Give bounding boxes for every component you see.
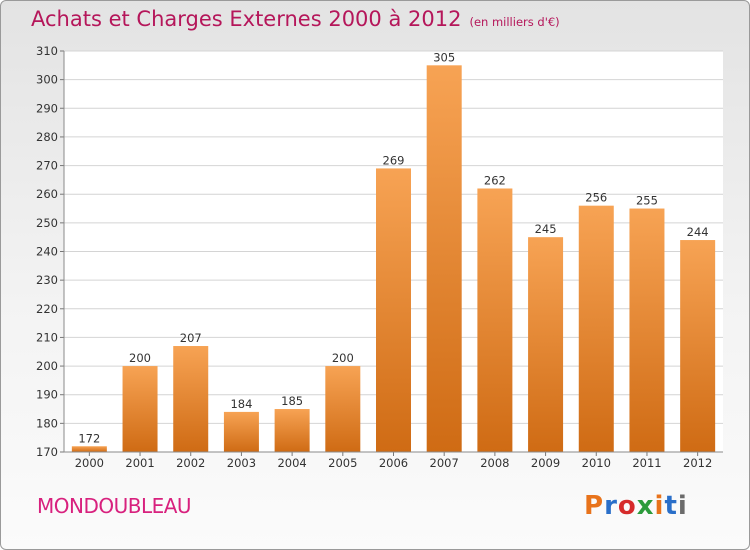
- bar: [71, 446, 107, 452]
- y-tick-label: 170: [36, 445, 58, 459]
- y-tick-label: 300: [36, 73, 58, 87]
- bar: [680, 240, 716, 452]
- x-tick-label: 2001: [125, 456, 154, 470]
- y-tick-label: 310: [36, 44, 58, 58]
- y-tick-label: 190: [36, 388, 58, 402]
- logo-letter: i: [654, 491, 665, 521]
- x-tick-label: 2005: [328, 456, 357, 470]
- x-tick-label: 2000: [75, 456, 104, 470]
- data-label: 305: [433, 50, 455, 64]
- y-tick-label: 260: [36, 187, 58, 201]
- x-tick-label: 2009: [531, 456, 560, 470]
- bar: [223, 411, 259, 452]
- bar: [325, 366, 361, 452]
- logo-letter: r: [604, 491, 618, 521]
- proxiti-logo: Proxiti: [584, 491, 688, 521]
- logo-letter: i: [677, 491, 688, 521]
- data-label: 269: [383, 153, 405, 167]
- logo-letter: P: [584, 491, 605, 521]
- data-label: 200: [332, 351, 354, 365]
- data-label: 245: [535, 222, 557, 236]
- chart-unit: (en milliers d'€): [469, 15, 560, 29]
- x-tick-label: 2008: [480, 456, 509, 470]
- bar: [274, 409, 310, 452]
- x-tick-label: 2006: [379, 456, 408, 470]
- logo-letter: x: [636, 491, 655, 521]
- bar: [173, 346, 209, 452]
- y-tick-label: 200: [36, 359, 58, 373]
- chart-title-text: Achats et Charges Externes 2000 à 2012: [31, 7, 462, 31]
- x-tick-label: 2004: [277, 456, 306, 470]
- data-label: 184: [230, 397, 252, 411]
- x-axis: 2000 2001 2002 2003 2004 2005 2006 2007 2008 2009…: [64, 451, 723, 470]
- x-tick-label: 2007: [430, 456, 459, 470]
- y-tick-label: 230: [36, 273, 58, 287]
- y-tick-label: 220: [36, 302, 58, 316]
- bar: [122, 366, 158, 452]
- bar: [528, 237, 564, 452]
- bar: [426, 65, 462, 453]
- y-tick-label: 280: [36, 130, 58, 144]
- data-label: 255: [636, 194, 658, 208]
- x-tick-label: 2003: [227, 456, 256, 470]
- logo-letter: t: [664, 491, 678, 521]
- bar: [376, 168, 411, 452]
- x-tick-label: 2012: [683, 456, 712, 470]
- y-tick-label: 290: [36, 101, 58, 115]
- bar: [578, 205, 614, 452]
- y-tick-label: 270: [36, 159, 58, 173]
- x-tick-label: 2002: [176, 456, 205, 470]
- data-label: 256: [585, 191, 607, 205]
- data-label: 185: [281, 394, 303, 408]
- y-tick-label: 210: [36, 330, 58, 344]
- data-label: 262: [484, 173, 506, 187]
- bar: [477, 188, 513, 452]
- x-tick-label: 2011: [632, 456, 661, 470]
- x-tick-label: 2010: [582, 456, 611, 470]
- y-axis: 170 180 190 200 210 220 230 240 250 260 270 280 290 3…: [36, 44, 65, 459]
- logo-letter: o: [617, 491, 637, 521]
- bars: 172 200 207 184 185 200 269 305 262 245 256 255 244: [71, 50, 716, 453]
- data-label: 172: [78, 431, 100, 445]
- y-tick-label: 250: [36, 216, 58, 230]
- town-name: MONDOUBLEAU: [37, 494, 192, 518]
- data-label: 207: [180, 331, 202, 345]
- data-label: 200: [129, 351, 151, 365]
- chart-title: Achats et Charges Externes 2000 à 2012 (e…: [31, 7, 560, 31]
- y-tick-label: 240: [36, 245, 58, 259]
- bar: [629, 208, 665, 452]
- data-label: 244: [687, 225, 709, 239]
- y-tick-label: 180: [36, 416, 58, 430]
